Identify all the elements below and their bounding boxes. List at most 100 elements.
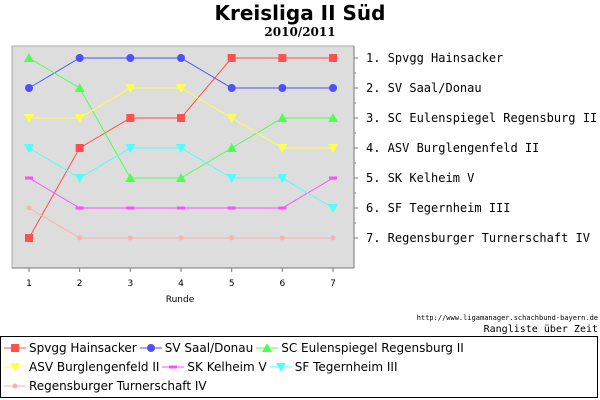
x-tick-label: 5: [229, 279, 235, 289]
legend-item: SF Tegernheim III: [269, 360, 398, 374]
data-point: [226, 174, 237, 183]
x-tick-label: 2: [77, 279, 83, 289]
data-point: [177, 114, 186, 122]
legend-row: Spvgg Hainsacker SV Saal/Donau SC Eulenspi…: [4, 339, 467, 357]
data-point: [329, 176, 338, 180]
rank-label: 4. ASV Burglengenfeld II: [366, 141, 539, 155]
data-point: [277, 113, 288, 122]
data-point: [278, 54, 287, 62]
rank-label: 7. Regensburger Turnerschaft IV: [366, 231, 590, 245]
data-point: [125, 173, 136, 182]
legend-label: ASV Burglengenfeld II: [29, 360, 160, 374]
data-point: [25, 84, 33, 92]
data-point: [329, 54, 338, 62]
data-point: [74, 114, 85, 123]
legend-marker: [262, 343, 273, 352]
data-point: [176, 84, 187, 93]
legend-symbol: [256, 343, 279, 352]
legend-marker: [11, 344, 19, 352]
chart-title: Kreisliga II Süd: [215, 1, 386, 25]
data-point: [24, 53, 34, 62]
data-point: [75, 54, 84, 62]
legend-item: SK Kelheim V: [162, 360, 267, 374]
data-point: [279, 235, 285, 241]
data-point: [75, 144, 84, 152]
data-point: [24, 114, 34, 123]
legend-symbol: [4, 344, 26, 352]
data-point: [277, 144, 288, 153]
legend-label: Spvgg Hainsacker: [29, 341, 137, 355]
data-point: [226, 114, 237, 123]
data-point: [330, 235, 336, 241]
data-point: [25, 176, 33, 180]
legend: Spvgg Hainsacker SV Saal/Donau SC Eulenspi…: [0, 336, 598, 398]
data-point: [227, 84, 236, 92]
data-point: [329, 84, 338, 92]
series-7: [26, 205, 336, 241]
x-tick-label: 7: [330, 279, 336, 289]
data-point: [328, 204, 339, 213]
data-point: [127, 235, 133, 241]
series-1: [25, 54, 338, 242]
series-4: [24, 84, 339, 153]
data-point: [177, 206, 186, 210]
series-5: [25, 176, 338, 210]
data-point: [176, 173, 187, 182]
legend-marker: [12, 383, 18, 389]
legend-marker: [169, 365, 178, 369]
data-point: [126, 114, 135, 122]
data-point: [328, 144, 339, 153]
rank-label: 6. SF Tegernheim III: [366, 201, 511, 215]
data-point: [75, 206, 84, 210]
data-point: [25, 234, 33, 242]
legend-label: SF Tegernheim III: [294, 360, 398, 374]
data-point: [178, 235, 184, 241]
x-tick-label: 1: [26, 279, 32, 289]
data-point: [277, 174, 288, 183]
data-point: [226, 143, 237, 152]
legend-symbol: [4, 363, 26, 372]
series-6: [24, 144, 339, 213]
data-point: [176, 144, 187, 153]
rank-label: 5. SK Kelheim V: [366, 171, 474, 185]
x-tick-label: 6: [279, 279, 285, 289]
data-point: [177, 54, 186, 62]
x-axis-label: Runde: [166, 295, 195, 305]
data-point: [278, 206, 287, 210]
plot-area: [11, 45, 355, 269]
legend-marker: [146, 344, 155, 352]
legend-marker: [275, 363, 286, 372]
data-point: [125, 84, 136, 93]
legend-item: Spvgg Hainsacker: [4, 341, 137, 355]
legend-label: SV Saal/Donau: [164, 341, 254, 355]
legend-label: SC Eulenspiegel Regensburg II: [281, 341, 464, 355]
legend-label: SK Kelheim V: [187, 360, 267, 374]
data-point: [74, 83, 85, 92]
source-url: http://www.ligamanager.schachbund-bayern…: [417, 314, 598, 322]
legend-symbol: [269, 363, 292, 372]
series-2: [25, 54, 338, 92]
data-point: [24, 144, 34, 153]
data-point: [278, 84, 287, 92]
data-point: [77, 235, 83, 241]
legend-row: ASV Burglengenfeld II SK Kelheim V SF Tege…: [4, 358, 401, 376]
data-point: [126, 54, 135, 62]
rank-label: 1. Spvgg Hainsacker: [366, 51, 503, 65]
data-point: [26, 205, 32, 211]
x-tick-label: 3: [127, 279, 133, 289]
rank-chart: Kreisliga II Süd 2010/2011 1. Spvgg Hain…: [11, 1, 598, 335]
rank-label: 3. SC Eulenspiegel Regensburg II: [366, 111, 597, 125]
legend-item: ASV Burglengenfeld II: [4, 360, 159, 374]
legend-label: Regensburger Turnerschaft IV: [29, 379, 207, 393]
x-tick-label: 4: [178, 279, 184, 289]
data-point: [125, 144, 136, 153]
legend-marker: [10, 363, 20, 372]
data-point: [227, 54, 236, 62]
rank-label: 2. SV Saal/Donau: [366, 81, 482, 95]
legend-row: Regensburger Turnerschaft IV: [4, 377, 210, 395]
data-point: [126, 206, 135, 210]
legend-item: SC Eulenspiegel Regensburg II: [256, 341, 464, 355]
data-point: [74, 174, 85, 183]
data-point: [328, 113, 339, 122]
legend-item: Regensburger Turnerschaft IV: [4, 379, 207, 393]
